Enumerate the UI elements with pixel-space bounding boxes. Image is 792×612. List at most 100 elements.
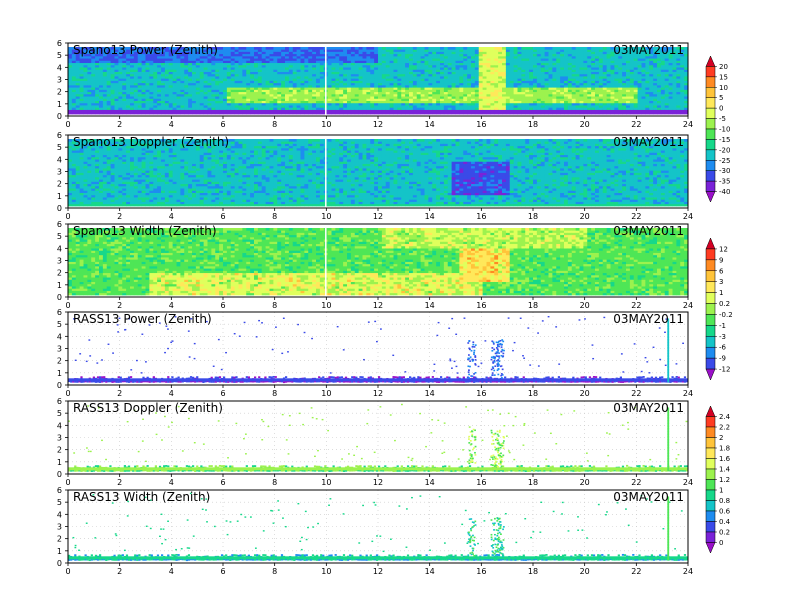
heatmap-cell [676,64,681,68]
heatmap-cell [157,96,162,99]
heatmap-cell [598,71,604,75]
heatmap-cell [428,98,433,101]
heatmap-cell [106,107,112,110]
heatmap-cell [579,105,584,108]
heatmap-cell [614,84,619,88]
heatmap-cell [269,55,274,59]
heatmap-cell [184,73,189,77]
heatmap-cell [548,47,553,50]
heatmap-cell [552,78,557,81]
x-tick-label: 2 [117,120,122,129]
heatmap-cell [192,91,197,95]
heatmap-cell [199,76,205,79]
heatmap-cell [285,78,290,81]
heatmap-cell [536,91,542,95]
heatmap-cell [137,107,143,110]
heatmap-cell [161,51,166,55]
heatmap-cell [75,73,81,77]
heatmap-cell [141,87,146,90]
heatmap-cell [226,51,232,55]
heatmap-cell [265,98,270,101]
heatmap-cell [347,71,352,75]
heatmap-cell [184,62,189,66]
heatmap-cell [505,51,511,55]
heatmap-cell [261,47,267,50]
heatmap-cell [583,111,588,115]
heatmap-cell [75,60,81,64]
heatmap-cell [234,107,239,110]
heatmap-cell [223,69,228,72]
heatmap-cell [416,47,422,50]
heatmap-cell [300,53,305,57]
heatmap-cell [203,80,208,84]
heatmap-cell [68,203,73,207]
heatmap-cell [215,55,220,59]
heatmap-cell [451,51,456,55]
heatmap-cell [273,62,278,66]
heatmap-cell [199,80,205,84]
heatmap-cell [122,47,127,50]
heatmap-cell [99,73,104,77]
heatmap-cell [482,91,487,95]
heatmap-cell [199,102,205,106]
heatmap-cell [447,58,453,61]
heatmap-cell [254,55,259,59]
heatmap-cell [265,62,270,66]
heatmap-cell [350,51,356,55]
heatmap-cell [106,109,112,113]
heatmap-cell [633,105,639,108]
heatmap-cell [254,87,259,90]
heatmap-cell [83,51,88,55]
heatmap-cell [610,64,615,68]
heatmap-cell [304,98,309,101]
heatmap-cell [199,91,205,95]
heatmap-cell [79,67,84,70]
heatmap-cell [161,60,166,64]
heatmap-cell [180,73,185,77]
heatmap-cell [521,51,526,55]
heatmap-cell [122,76,127,79]
heatmap-cell [118,89,123,93]
heatmap-cell [75,80,81,84]
heatmap-cell [296,87,301,90]
heatmap-cell [68,64,73,68]
heatmap-cell [223,102,228,106]
heatmap-cell [560,58,565,61]
heatmap-cell [226,105,232,108]
heatmap-cell [602,71,608,75]
heatmap-cell [277,69,282,72]
heatmap-cell [79,93,84,97]
heatmap-cell [203,105,208,108]
heatmap-cell [451,58,456,61]
heatmap-cell [416,78,422,81]
heatmap-cell [680,71,685,75]
heatmap-cell [223,93,228,97]
heatmap-cell [261,80,267,84]
heatmap-cell [207,69,212,72]
heatmap-cell [316,78,321,81]
heatmap-cell [184,76,189,79]
heatmap-cell [676,98,681,101]
heatmap-cell [133,67,139,70]
heatmap-cell [99,102,104,106]
heatmap-cell [277,78,282,81]
heatmap-cell [288,51,294,55]
heatmap-cell [145,76,150,79]
heatmap-cell [443,47,449,50]
heatmap-cell [118,96,123,99]
heatmap-cell [71,183,77,187]
heatmap-cell [114,78,119,81]
heatmap-cell [215,82,220,86]
heatmap-cell [203,69,208,72]
heatmap-cell [591,47,596,50]
heatmap-cell [265,109,270,113]
heatmap-cell [118,73,123,77]
heatmap-cell [99,62,104,66]
heatmap-cell [265,82,270,86]
heatmap-cell [416,111,422,115]
heatmap-cell [412,51,418,55]
heatmap-cell [188,58,193,61]
heatmap-cell [273,109,278,113]
heatmap-cell [614,71,619,75]
heatmap-cell [463,111,468,115]
